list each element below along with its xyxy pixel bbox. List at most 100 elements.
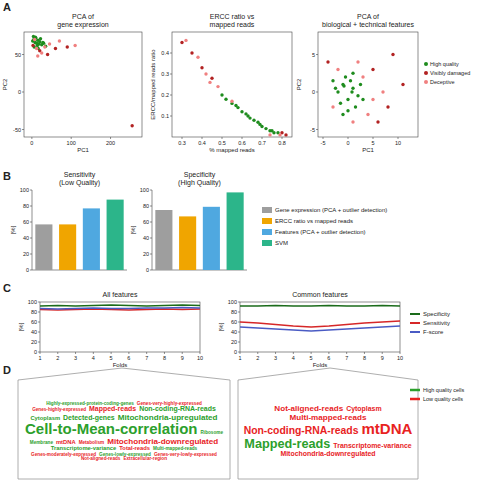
x-tick: [382, 352, 383, 354]
y-tick: [30, 190, 32, 191]
y-tick: [150, 206, 152, 207]
y-tick-label: 20: [23, 251, 29, 257]
bar: [203, 207, 220, 270]
y-tick: [170, 74, 172, 75]
y-axis-line: [32, 190, 33, 270]
legend-line: [410, 313, 420, 315]
word: Membrane: [30, 440, 54, 445]
scatter-point: [38, 40, 41, 43]
scatter-point: [54, 47, 57, 50]
scatter-point: [236, 106, 239, 109]
word: Genes-highly-expressed: [32, 407, 86, 412]
y-axis-label: [%]: [10, 225, 16, 234]
x-tick: [328, 352, 329, 354]
legend-label: ERCC ratio vs mapped reads: [275, 218, 353, 224]
y-tick-label: 0: [234, 349, 237, 355]
y-axis-label: ERCC/mapped reads ratio: [150, 49, 156, 120]
y-tick: [38, 312, 40, 313]
y-tick: [238, 332, 240, 333]
scatter-point: [361, 98, 364, 101]
title-line: (High Quality): [178, 179, 221, 187]
y-tick-label: 80: [31, 309, 37, 315]
word: Total-reads: [119, 445, 150, 451]
y-axis-label: [%]: [18, 322, 24, 331]
y-tick-label: 40: [143, 235, 149, 241]
plot-area: [35, 200, 123, 270]
scatter-point: [48, 42, 51, 45]
x-tick: [262, 137, 263, 139]
plot-area: [240, 306, 400, 332]
legend-label: Gene expression (PCA + outlier detection…: [275, 207, 387, 213]
scatter-point: [401, 83, 404, 86]
word: Extracellular-region: [123, 456, 167, 461]
word: mtDNA: [362, 420, 413, 437]
y-tick-label: 0: [26, 267, 29, 273]
panel-label: A: [3, 1, 11, 13]
y-tick-label: 20: [231, 339, 237, 345]
legend-line: [410, 398, 420, 401]
scatter-point: [354, 105, 357, 108]
legend-swatch: [262, 207, 272, 213]
x-tick: [346, 352, 347, 354]
x-tick-label: 7: [345, 355, 348, 361]
y-tick-label: 100: [228, 299, 237, 305]
x-tick-label: 3: [274, 355, 277, 361]
chart-title: Common features: [292, 291, 348, 298]
x-tick: [128, 352, 129, 354]
x-tick: [164, 352, 165, 354]
scatter-point: [73, 44, 76, 47]
scatter-point: [381, 90, 384, 93]
scatter-point: [371, 68, 374, 71]
y-tick-label: 0.2: [161, 92, 169, 98]
x-tick: [282, 137, 283, 139]
title-line: PCA of: [72, 13, 94, 20]
title-line: (Low Quality): [59, 179, 100, 187]
x-tick-label: 1: [38, 355, 41, 361]
scatter-point: [32, 35, 35, 38]
x-tick-label: 8: [363, 355, 366, 361]
scatter-point: [344, 75, 347, 78]
word: Cell-to-Mean-correlation: [25, 420, 198, 437]
scatter-point: [36, 44, 39, 47]
x-tick-label: 5: [371, 140, 374, 146]
y-tick: [30, 270, 32, 271]
x-tick: [31, 137, 32, 139]
scatter-point: [366, 113, 369, 116]
y-tick: [150, 270, 152, 271]
x-tick-label: 0.6: [238, 140, 246, 146]
scatter-point: [33, 38, 36, 41]
chart-title: PCA ofgene expression: [57, 13, 108, 29]
x-tick-label: 0.4: [198, 140, 206, 146]
panel-label: B: [3, 170, 11, 182]
scatter-point: [386, 105, 389, 108]
x-tick: [348, 137, 349, 139]
x-tick-label: 4: [92, 355, 95, 361]
y-tick-label: 80: [231, 309, 237, 315]
x-tick: [110, 137, 111, 139]
plot-frame: [172, 32, 292, 137]
x-axis-label: Folds: [313, 362, 328, 368]
word: Transcriptome-variance: [333, 442, 411, 450]
x-tick-label: 100: [67, 140, 76, 146]
y-tick: [238, 312, 240, 313]
cloud-frame: [18, 368, 230, 479]
y-axis-label: PC2: [296, 78, 302, 90]
y-tick-label: 5: [312, 52, 315, 58]
scatter-point: [351, 87, 354, 90]
y-tick-label: 0: [34, 349, 37, 355]
scatter-point: [349, 79, 352, 82]
x-tick: [222, 137, 223, 139]
scatter-point: [346, 109, 349, 112]
scatter-point: [230, 100, 233, 103]
y-tick-label: 20: [31, 339, 37, 345]
x-tick: [293, 352, 294, 354]
x-axis-label: Folds: [113, 362, 128, 368]
scatter-point: [36, 54, 39, 57]
x-tick-label: 0.7: [258, 140, 266, 146]
x-tick-label: -5: [321, 140, 326, 146]
legend-swatch: [262, 240, 272, 246]
word: Non-coding-RNA-reads: [244, 425, 359, 436]
x-tick: [242, 137, 243, 139]
x-tick: [400, 352, 401, 354]
x-tick: [146, 352, 147, 354]
